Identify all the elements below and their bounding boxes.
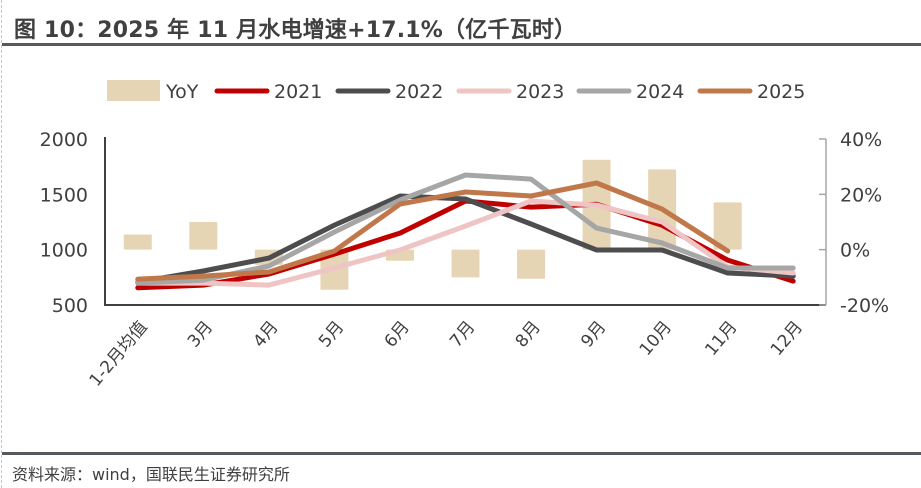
footer-divider [2,452,921,455]
source-note: 资料来源：wind，国联民生证券研究所 [12,465,290,484]
x-tick-label: 11月 [701,317,741,359]
series-2022 [135,193,796,285]
left-tick-label: 2000 [40,129,88,151]
title-divider [2,43,921,46]
yoy-bar [713,202,742,250]
right-tick-label: 40% [840,129,882,151]
series-line-2024 [135,172,796,286]
chart-title: 图 10：2025 年 11 月水电增速+17.1%（亿千瓦时） [14,18,577,43]
x-tick-label: 10月 [636,317,676,359]
left-tick-label: 500 [52,295,88,317]
legend-label-2024: 2024 [636,81,684,103]
series-line-2023 [135,198,796,288]
legend-label-2025: 2025 [757,81,805,103]
x-tick-label: 9月 [577,317,610,351]
yoy-bars [123,159,742,290]
x-tick-label: 8月 [512,317,545,351]
left-border [1,0,2,488]
chart: 2000 1500 1000 500 40% 20% 0% -20% 1-2月均值 3月 4月 5月 6… [40,80,889,391]
series-2025 [135,180,731,282]
right-tick-label: -20% [840,295,889,317]
x-tick-label: 6月 [381,317,414,351]
legend-label-2023: 2023 [516,81,564,103]
yoy-bar [189,222,218,250]
legend-swatch-yoy [107,80,160,101]
yoy-bar [451,249,480,278]
x-tick-label: 7月 [446,317,479,351]
legend: YoY 2021 2022 2023 2024 2025 [107,80,805,103]
legend-label-2022: 2022 [395,81,443,103]
yoy-bar [517,249,546,279]
x-tick-label: 5月 [315,317,348,351]
series-line-2022 [135,193,796,285]
left-tick-label: 1000 [40,240,88,262]
x-tick-label: 4月 [249,317,282,351]
right-tick-label: 20% [840,184,882,206]
series-2024 [135,172,796,286]
x-tick-label: 3月 [184,317,217,351]
left-tick-label: 1500 [40,184,88,206]
right-tick-label: 0% [840,240,870,262]
legend-label-yoy: YoY [165,81,199,103]
legend-label-2021: 2021 [274,81,322,103]
x-tick-label: 1-2月均值 [86,317,152,390]
series-line-2025 [135,180,731,282]
yoy-bar [123,234,152,250]
x-tick-label: 12月 [767,317,807,359]
